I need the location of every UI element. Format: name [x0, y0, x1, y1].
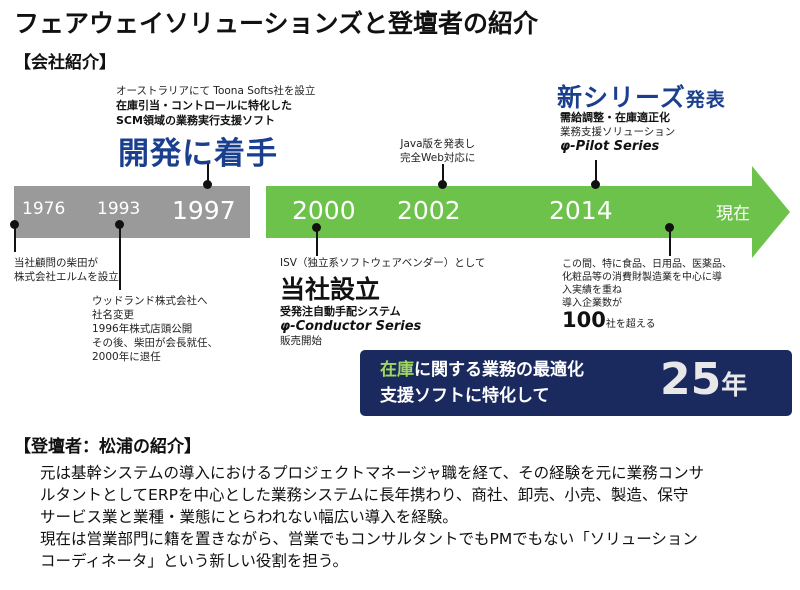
- year-1997: 1997: [172, 196, 236, 225]
- year-2014: 2014: [549, 196, 613, 225]
- event-2014-heading: 新シリーズ発表: [557, 83, 726, 112]
- year-1976: 1976: [22, 199, 66, 219]
- event-now-text: この間、特に食品、日用品、医薬品、 化粧品等の消費財製造業を中心に導 入実績を重…: [562, 259, 732, 309]
- pilot-series-label: φ-Pilot Series: [560, 139, 660, 154]
- connector-1976: [14, 226, 16, 252]
- year-2002: 2002: [397, 196, 461, 225]
- event-2000-details: 受発注自動手配システム φ-Conductor Series 販売開始: [280, 305, 422, 347]
- connector-now: [669, 230, 671, 256]
- speaker-section-heading: 【登壇者：松浦の紹介】: [14, 437, 201, 457]
- event-1997-heading: 開発に着手: [118, 136, 278, 172]
- experience-banner: [360, 350, 792, 416]
- marker-2000: [312, 223, 321, 232]
- banner-text: 在庫に関する業務の最適化 支援ソフトに特化して: [380, 360, 584, 406]
- event-2000-heading: 当社設立: [280, 275, 381, 304]
- connector-2002: [442, 164, 444, 184]
- connector-1993: [119, 226, 121, 290]
- page-title: フェアウェイソリューションズと登壇者の紹介: [14, 9, 539, 38]
- event-2002-text: Java版を発表し 完全Web対応に: [400, 138, 476, 164]
- event-2000-line1: ISV（独立系ソフトウェアベンダー）として: [280, 257, 486, 269]
- connector-2000: [316, 230, 318, 256]
- now-label: 現在: [716, 204, 750, 224]
- timeline-green-arrow: [266, 166, 790, 258]
- marker-1976: [10, 220, 19, 229]
- speaker-description: 元は基幹システムの導入におけるプロジェクトマネージャ職を経て、その経験を元に業務…: [40, 464, 705, 570]
- event-now-count: 100社を超える: [562, 308, 656, 332]
- marker-1993: [115, 220, 124, 229]
- marker-1997: [203, 180, 212, 189]
- banner-years: 25年: [660, 354, 748, 405]
- connector-1997: [207, 162, 209, 184]
- marker-2002: [438, 180, 447, 189]
- event-2014-details: 需給調整・在庫適正化 業務支援ソリューション φ-Pilot Series: [560, 111, 676, 154]
- marker-now: [665, 223, 674, 232]
- year-2000: 2000: [292, 196, 356, 225]
- conductor-series-label: φ-Conductor Series: [280, 319, 422, 334]
- event-1997-text: オーストラリアにて Toona Softs社を設立 在庫引当・コントロールに特化…: [116, 85, 316, 127]
- event-1976-text: 当社顧問の柴田が 株式会社エルムを設立: [14, 257, 119, 283]
- year-1993: 1993: [97, 199, 141, 219]
- event-1993-text: ウッドランド株式会社へ 社名変更 1996年株式店頭公開 その後、柴田が会長就任…: [92, 295, 218, 363]
- marker-2014: [591, 180, 600, 189]
- connector-2014: [595, 160, 597, 184]
- company-section-heading: 【会社紹介】: [14, 53, 116, 73]
- timeline-gray-band: [14, 186, 250, 238]
